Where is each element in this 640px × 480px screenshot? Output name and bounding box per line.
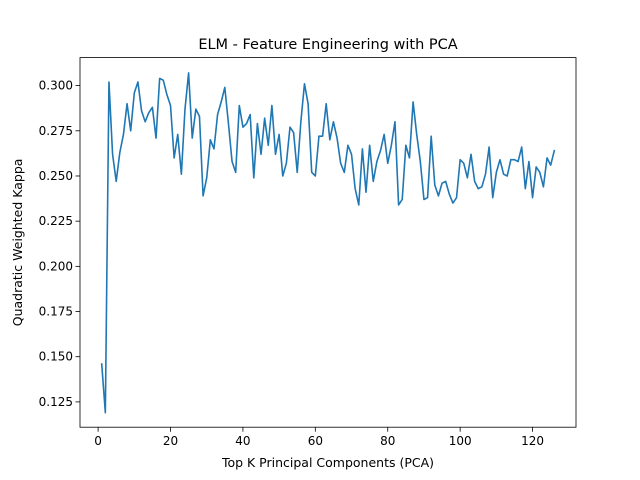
- x-tick-label: 20: [163, 434, 178, 448]
- x-tick-label: 120: [521, 434, 544, 448]
- y-tick-label: 0.125: [39, 395, 73, 409]
- y-tick-label: 0.175: [39, 305, 73, 319]
- y-tick-label: 0.225: [39, 214, 73, 228]
- y-tick-label: 0.250: [39, 169, 73, 183]
- y-tick-label: 0.200: [39, 259, 73, 273]
- x-tick-label: 0: [94, 434, 102, 448]
- chart-title: ELM - Feature Engineering with PCA: [198, 37, 457, 53]
- series-line-1: [100, 72, 556, 414]
- x-tick-label: 100: [449, 434, 472, 448]
- y-tick-label: 0.150: [39, 350, 73, 364]
- plot-area: [80, 57, 576, 428]
- data-layer: [100, 72, 556, 414]
- y-axis-ticks: 0.125 0.150 0.175 0.200 0.225 0.250 0.275 0.300: [39, 79, 80, 409]
- y-tick-label: 0.300: [39, 79, 73, 93]
- y-axis-label: Quadratic Weighted Kappa: [10, 159, 25, 327]
- x-tick-label: 60: [308, 434, 323, 448]
- x-tick-label: 40: [235, 434, 250, 448]
- x-axis-ticks: 0 20 40 60 80 100 120: [94, 427, 544, 448]
- y-tick-label: 0.275: [39, 124, 73, 138]
- x-axis-label: Top K Principal Components (PCA): [221, 455, 434, 470]
- x-tick-label: 80: [380, 434, 395, 448]
- plot-frame: [79, 57, 577, 428]
